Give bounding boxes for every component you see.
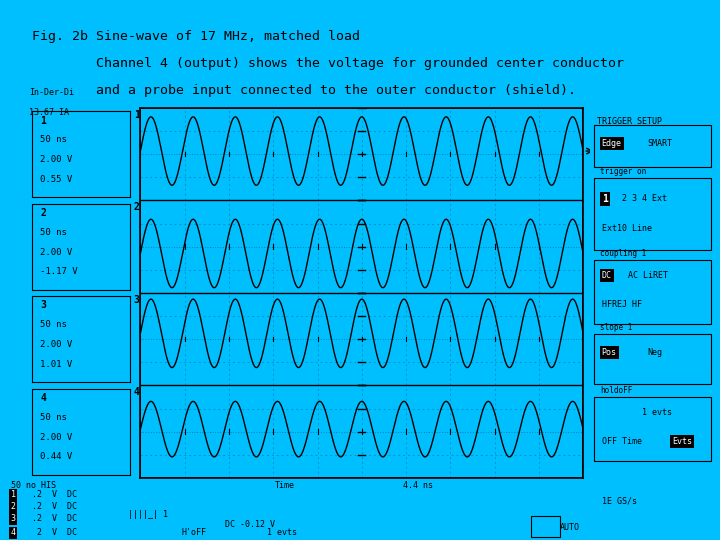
Text: 1E GS/s: 1E GS/s: [603, 496, 637, 505]
FancyBboxPatch shape: [594, 260, 711, 325]
Text: 1: 1: [134, 110, 140, 120]
Text: 50 ns: 50 ns: [40, 228, 67, 237]
Text: .2  V  DC: .2 V DC: [32, 502, 77, 511]
Text: H'oFF: H'oFF: [181, 528, 207, 537]
Text: Channel 4 (output) shows the voltage for grounded center conductor: Channel 4 (output) shows the voltage for…: [32, 57, 624, 70]
Text: 4.4 ns: 4.4 ns: [402, 481, 433, 490]
Text: Fig. 2b Sine-wave of 17 MHz, matched load: Fig. 2b Sine-wave of 17 MHz, matched loa…: [32, 30, 361, 43]
Text: 2.00 V: 2.00 V: [40, 340, 73, 349]
Text: coupling 1: coupling 1: [600, 249, 647, 258]
Text: 50 ns: 50 ns: [40, 320, 67, 329]
Text: Time: Time: [274, 481, 294, 490]
Text: 4: 4: [134, 387, 140, 397]
Text: 50 no HIS: 50 no HIS: [11, 481, 55, 490]
Text: 1.01 V: 1.01 V: [40, 360, 73, 369]
Text: 2.00 V: 2.00 V: [40, 155, 73, 164]
Text: Neg: Neg: [647, 348, 662, 356]
Text: 2: 2: [40, 208, 46, 218]
Text: HFREJ HF: HFREJ HF: [602, 300, 642, 309]
Text: 1 evts: 1 evts: [642, 408, 672, 416]
Text: AC LiRET: AC LiRET: [628, 271, 668, 280]
Text: Ext10 Line: Ext10 Line: [602, 224, 652, 233]
Text: 1: 1: [11, 490, 16, 499]
Text: 3: 3: [11, 514, 16, 523]
FancyBboxPatch shape: [594, 178, 711, 251]
FancyBboxPatch shape: [594, 334, 711, 383]
Text: holdoFF: holdoFF: [600, 386, 633, 395]
Text: Edge: Edge: [602, 139, 622, 147]
Text: OFF Time: OFF Time: [602, 437, 642, 446]
Text: 2: 2: [11, 502, 16, 511]
FancyBboxPatch shape: [594, 125, 711, 167]
FancyBboxPatch shape: [594, 396, 711, 461]
Text: 2: 2: [134, 202, 140, 212]
Text: TRIGGER SETUP: TRIGGER SETUP: [597, 117, 662, 126]
Text: 3: 3: [134, 295, 140, 305]
Text: Pos: Pos: [602, 348, 617, 356]
Text: 2  V  DC: 2 V DC: [32, 528, 77, 537]
Text: 50 ns: 50 ns: [40, 413, 67, 422]
Text: 2.00 V: 2.00 V: [40, 247, 73, 256]
Text: 2 3 4 Ext: 2 3 4 Ext: [622, 194, 667, 203]
Text: 4: 4: [40, 393, 46, 403]
Text: ||||_| 1: ||||_| 1: [128, 510, 168, 519]
Text: and a probe input connected to the outer conductor (shield).: and a probe input connected to the outer…: [32, 84, 577, 97]
Text: 1: 1: [40, 116, 46, 125]
Text: -1.17 V: -1.17 V: [40, 267, 78, 276]
Text: 50 ns: 50 ns: [40, 136, 67, 144]
Text: trigger on: trigger on: [600, 167, 647, 177]
Text: SMART: SMART: [647, 139, 672, 147]
Text: 1 evts: 1 evts: [267, 528, 297, 537]
Text: 0.44 V: 0.44 V: [40, 453, 73, 461]
Text: DC: DC: [602, 271, 612, 280]
Bar: [531, 516, 559, 537]
Text: In-Der-Di: In-Der-Di: [29, 88, 73, 97]
Text: .2  V  DC: .2 V DC: [32, 514, 77, 523]
Text: 0.55 V: 0.55 V: [40, 175, 73, 184]
Text: Evts: Evts: [672, 437, 693, 446]
Text: 3: 3: [40, 300, 46, 310]
Text: 2.00 V: 2.00 V: [40, 433, 73, 442]
Text: DC -0.12 V: DC -0.12 V: [225, 521, 274, 529]
Text: AUTO: AUTO: [559, 523, 580, 532]
Text: 1: 1: [602, 194, 608, 204]
Text: 4: 4: [11, 528, 16, 537]
Text: slope 1: slope 1: [600, 323, 633, 332]
Text: .2  V  DC: .2 V DC: [32, 490, 77, 499]
Text: 13.67 IA: 13.67 IA: [29, 108, 69, 117]
